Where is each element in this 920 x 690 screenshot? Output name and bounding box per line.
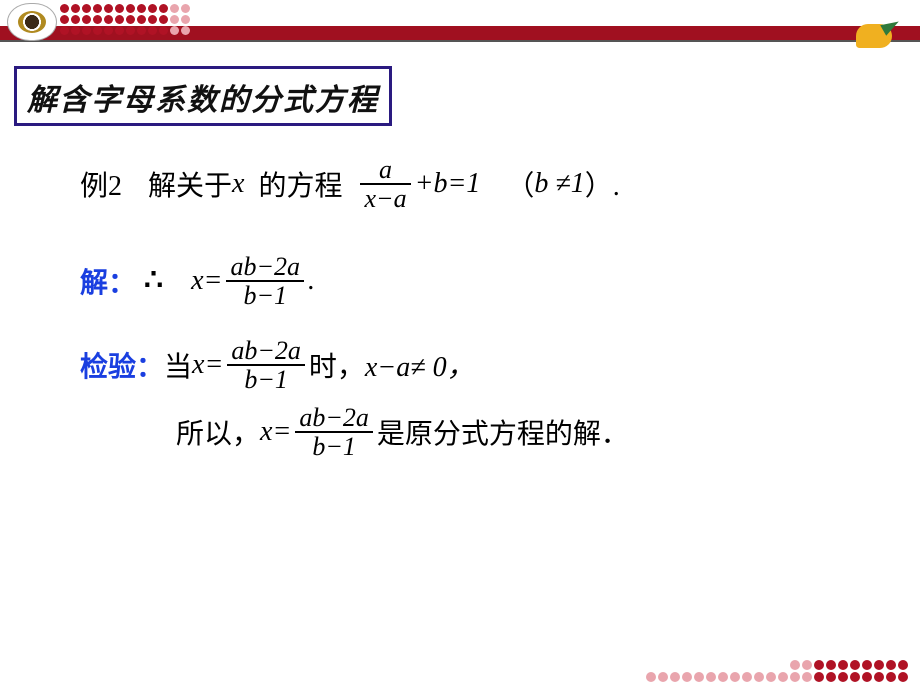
check-line-2: 所以， x= ab−2a b−1 是原分式方程的解． bbox=[80, 404, 860, 461]
check-xeq2: x= bbox=[260, 416, 291, 448]
example-label-mid1: 解关于 bbox=[148, 164, 232, 204]
therefore-symbol: ∴ bbox=[144, 263, 163, 298]
header-dot-grid bbox=[60, 4, 190, 35]
solution-dot: . bbox=[308, 265, 315, 297]
content-area: 例2 解关于 x 的方程 a x−a +b=1 （ b ≠1 ）. 解： ∴ x… bbox=[80, 150, 860, 460]
solution-label: 解： bbox=[80, 261, 136, 301]
check-frac1-den: b−1 bbox=[240, 366, 292, 393]
check-fraction-2: ab−2a b−1 bbox=[295, 404, 373, 461]
logo bbox=[8, 4, 56, 40]
cond-close: ）. bbox=[585, 164, 620, 204]
cond-body: b ≠1 bbox=[534, 168, 584, 200]
example-eq-tail: +b=1 bbox=[415, 168, 481, 200]
example-frac-num: a bbox=[375, 156, 396, 183]
check-neq: x−a≠ 0， bbox=[365, 345, 475, 385]
example-label-mid2: 的方程 bbox=[258, 164, 342, 204]
example-label-prefix: 例2 bbox=[80, 164, 122, 204]
example-var: x bbox=[232, 168, 244, 200]
check-label: 检验： bbox=[80, 345, 164, 385]
page-title: 解含字母系数的分式方程 bbox=[27, 75, 379, 119]
cond-open: （ bbox=[506, 164, 534, 204]
check-conclusion: 是原分式方程的解． bbox=[377, 412, 629, 452]
solution-frac-num: ab−2a bbox=[226, 253, 304, 280]
example-fraction: a x−a bbox=[360, 156, 410, 213]
check-when: 当 bbox=[164, 345, 192, 385]
solution-line: 解： ∴ x= ab−2a b−1 . bbox=[80, 253, 860, 310]
check-fraction-1: ab−2a b−1 bbox=[227, 337, 305, 394]
check-so: 所以， bbox=[176, 412, 260, 452]
check-line-1: 检验： 当 x= ab−2a b−1 时， x−a≠ 0， bbox=[80, 337, 860, 394]
example-frac-den: x−a bbox=[360, 185, 410, 212]
solution-frac-den: b−1 bbox=[239, 282, 291, 309]
footer-dot-grid bbox=[646, 660, 908, 682]
check-frac1-num: ab−2a bbox=[227, 337, 305, 364]
example-line: 例2 解关于 x 的方程 a x−a +b=1 （ b ≠1 ）. bbox=[80, 156, 860, 213]
check-frac2-num: ab−2a bbox=[295, 404, 373, 431]
check-when-tail: 时， bbox=[309, 345, 365, 385]
solution-fraction: ab−2a b−1 bbox=[226, 253, 304, 310]
title-box: 解含字母系数的分式方程 bbox=[14, 66, 392, 126]
check-xeq: x= bbox=[192, 349, 223, 381]
check-frac2-den: b−1 bbox=[308, 433, 360, 460]
solution-xeq: x= bbox=[191, 265, 222, 297]
logo-eye-icon bbox=[18, 11, 46, 33]
cursor-decoration bbox=[856, 18, 902, 52]
